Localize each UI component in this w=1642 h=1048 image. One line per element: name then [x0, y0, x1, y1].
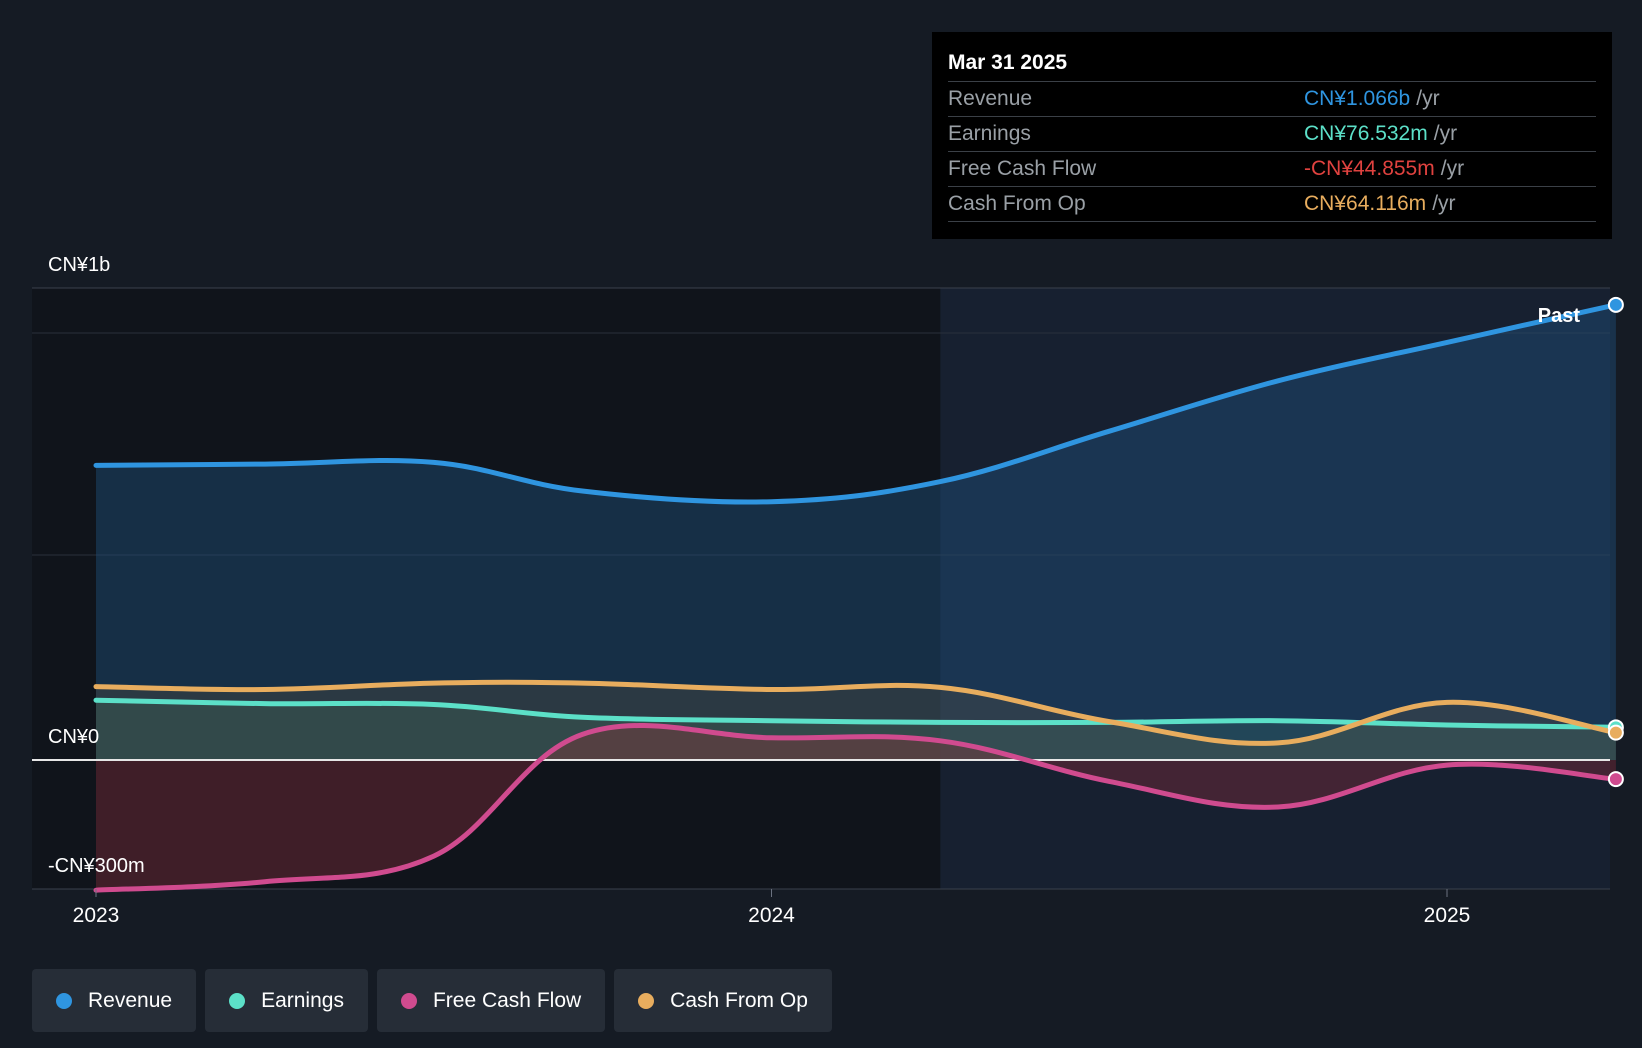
tooltip-label: Earnings	[948, 122, 1031, 145]
tooltip-row: Cash From Op CN¥64.116m/yr	[948, 186, 1596, 222]
tooltip-date: Mar 31 2025	[948, 51, 1068, 74]
tooltip-value: CN¥76.532m	[1304, 122, 1428, 145]
tooltip-unit: /yr	[1416, 87, 1440, 110]
area-fill	[96, 304, 1616, 760]
tooltip-unit: /yr	[1440, 157, 1465, 180]
tooltip-label: Free Cash Flow	[948, 157, 1097, 180]
legend-item[interactable]: Cash From Op	[614, 969, 832, 1032]
legend-label: Earnings	[261, 988, 344, 1012]
x-tick-label: 2025	[1424, 904, 1471, 927]
past-label: Past	[1538, 305, 1581, 327]
legend-item[interactable]: Earnings	[205, 969, 368, 1032]
legend-dot-icon	[638, 992, 655, 1009]
tooltip-row: Earnings CN¥76.532m/yr	[948, 116, 1596, 151]
y-tick-label: CN¥0	[48, 726, 99, 748]
x-tick-label: 2023	[73, 904, 120, 927]
tooltip-value: CN¥64.116m	[1304, 192, 1427, 215]
tooltip-row: Revenue CN¥1.066b/yr	[948, 81, 1596, 116]
legend-label: Cash From Op	[670, 988, 808, 1012]
legend-label: Revenue	[88, 988, 173, 1012]
legend-label: Free Cash Flow	[432, 988, 582, 1012]
tooltip-unit: /yr	[1433, 122, 1458, 145]
legend-item[interactable]: Free Cash Flow	[376, 969, 606, 1032]
legend: Revenue Earnings Free Cash Flow Cash From O…	[32, 969, 832, 1032]
past-region-background	[32, 288, 941, 889]
tooltip-value: -CN¥44.855m	[1304, 157, 1435, 180]
tooltip-label: Cash From Op	[948, 192, 1086, 215]
area-fill	[96, 725, 1616, 891]
tooltip-panel: Mar 31 2025 Revenue CN¥1.066b/yr Earnings C…	[932, 32, 1612, 239]
tooltip-unit: /yr	[1432, 192, 1456, 215]
series-endpoint	[1607, 296, 1624, 313]
legend-item[interactable]: Revenue	[32, 969, 197, 1032]
recent-region-background	[940, 288, 1610, 889]
y-tick-label: -CN¥300m	[48, 855, 145, 877]
series-endpoint	[1607, 724, 1624, 741]
tooltip-row: Free Cash Flow -CN¥44.855m/yr	[948, 151, 1596, 186]
legend-dot-icon	[400, 992, 417, 1009]
legend-dot-icon	[56, 992, 72, 1009]
x-tick-label: 2024	[748, 904, 795, 927]
area-fill	[96, 700, 1616, 760]
y-tick-label: CN¥1b	[48, 254, 110, 276]
series-endpoint	[1607, 771, 1624, 788]
legend-dot-icon	[229, 992, 246, 1009]
tooltip-value: CN¥1.066b	[1304, 87, 1411, 110]
series-line	[93, 679, 1619, 746]
series-line	[93, 302, 1619, 505]
tooltip-label: Revenue	[948, 87, 1033, 110]
series-line	[93, 723, 1619, 893]
